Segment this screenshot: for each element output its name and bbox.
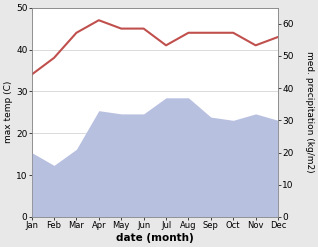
- X-axis label: date (month): date (month): [116, 233, 194, 243]
- Y-axis label: max temp (C): max temp (C): [4, 81, 13, 144]
- Y-axis label: med. precipitation (kg/m2): med. precipitation (kg/m2): [305, 51, 314, 173]
